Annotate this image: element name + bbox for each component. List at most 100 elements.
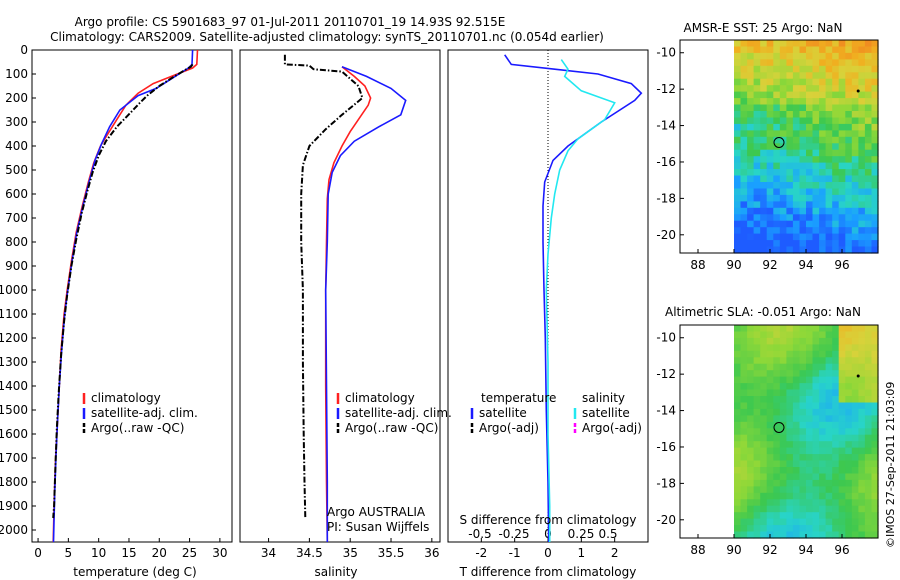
map-cell <box>766 421 774 429</box>
x-tick-label: 34 <box>261 546 276 560</box>
map-cell <box>864 227 872 235</box>
map-cell <box>812 531 820 539</box>
map-cell <box>747 52 755 60</box>
map-cell <box>871 331 879 339</box>
map-cell <box>734 220 742 228</box>
map-cell <box>851 518 859 526</box>
map-cell <box>838 201 846 209</box>
map-cell <box>766 182 774 190</box>
map-cell <box>792 421 800 429</box>
map-cell <box>845 376 853 384</box>
map-cell <box>760 479 768 487</box>
map-cell <box>864 473 872 481</box>
map-cell <box>845 531 853 539</box>
map-cell <box>858 505 866 513</box>
map-cell <box>838 117 846 125</box>
map-cell <box>806 331 814 339</box>
map-cell <box>753 421 761 429</box>
map-cell <box>838 460 846 468</box>
map-cell <box>766 156 774 164</box>
map-cell <box>825 169 833 177</box>
map-cell <box>819 331 827 339</box>
map-cell <box>734 182 742 190</box>
map-cell <box>786 136 794 144</box>
map-cell <box>766 72 774 80</box>
map-cell <box>825 162 833 170</box>
map-cell <box>819 383 827 391</box>
map-cell <box>858 479 866 487</box>
map-cell <box>871 492 879 500</box>
map-cell <box>792 111 800 119</box>
map-cell <box>753 149 761 157</box>
map-cell <box>806 486 814 494</box>
x-tick-label: 15 <box>121 546 136 560</box>
map-cell <box>779 194 787 202</box>
y-tick-label: -18 <box>656 191 676 205</box>
map-cell <box>812 525 820 533</box>
map-cell <box>845 188 853 196</box>
map-cell <box>753 72 761 80</box>
map-cell <box>819 337 827 345</box>
y-tick-label: 400 <box>5 139 28 153</box>
map-cell <box>806 402 814 410</box>
map-cell <box>747 162 755 170</box>
map-cell <box>799 98 807 106</box>
y-tick-label: 700 <box>5 211 28 225</box>
map-cell <box>845 156 853 164</box>
map-cell <box>760 486 768 494</box>
map-cell <box>819 130 827 138</box>
map-cell <box>858 325 866 333</box>
profile-location-marker <box>773 136 785 148</box>
map-cell <box>851 59 859 67</box>
map-cell <box>871 72 879 80</box>
map-cell <box>812 72 820 80</box>
map-cell <box>871 85 879 93</box>
map-cell <box>819 441 827 449</box>
map-cell <box>858 421 866 429</box>
island-marker <box>856 374 860 378</box>
map-cell <box>812 421 820 429</box>
map-cell <box>734 396 742 404</box>
map-cell <box>792 350 800 358</box>
map-cell <box>792 499 800 507</box>
map-cell <box>766 512 774 520</box>
map-cell <box>792 389 800 397</box>
map-cell <box>786 143 794 151</box>
map-cell <box>832 246 840 254</box>
map-cell <box>760 357 768 365</box>
map-cell <box>858 169 866 177</box>
map-frame <box>679 39 879 254</box>
map-cell <box>806 479 814 487</box>
map-cell <box>747 156 755 164</box>
map-cell <box>812 130 820 138</box>
map-cell <box>786 46 794 54</box>
map-cell <box>864 246 872 254</box>
map-cell <box>812 59 820 67</box>
map-cell <box>734 104 742 112</box>
map-cell <box>766 123 774 131</box>
map-cell <box>734 421 742 429</box>
map-cell <box>734 428 742 436</box>
map-cell <box>838 194 846 202</box>
map-cell <box>786 52 794 60</box>
map-cell <box>806 91 814 99</box>
map-cell <box>806 408 814 416</box>
map-cell <box>760 325 768 333</box>
map-cell <box>838 363 846 371</box>
map-cell <box>825 130 833 138</box>
map-cell <box>858 72 866 80</box>
map-cell <box>753 46 761 54</box>
map-cell <box>819 408 827 416</box>
map-cell <box>779 156 787 164</box>
map-cell <box>858 415 866 423</box>
map-cell <box>740 162 748 170</box>
map-cell <box>786 460 794 468</box>
map-cell <box>779 331 787 339</box>
map-cell <box>845 182 853 190</box>
map-cell <box>858 143 866 151</box>
map-cell <box>753 156 761 164</box>
map-cell <box>871 104 879 112</box>
map-cell <box>753 175 761 183</box>
